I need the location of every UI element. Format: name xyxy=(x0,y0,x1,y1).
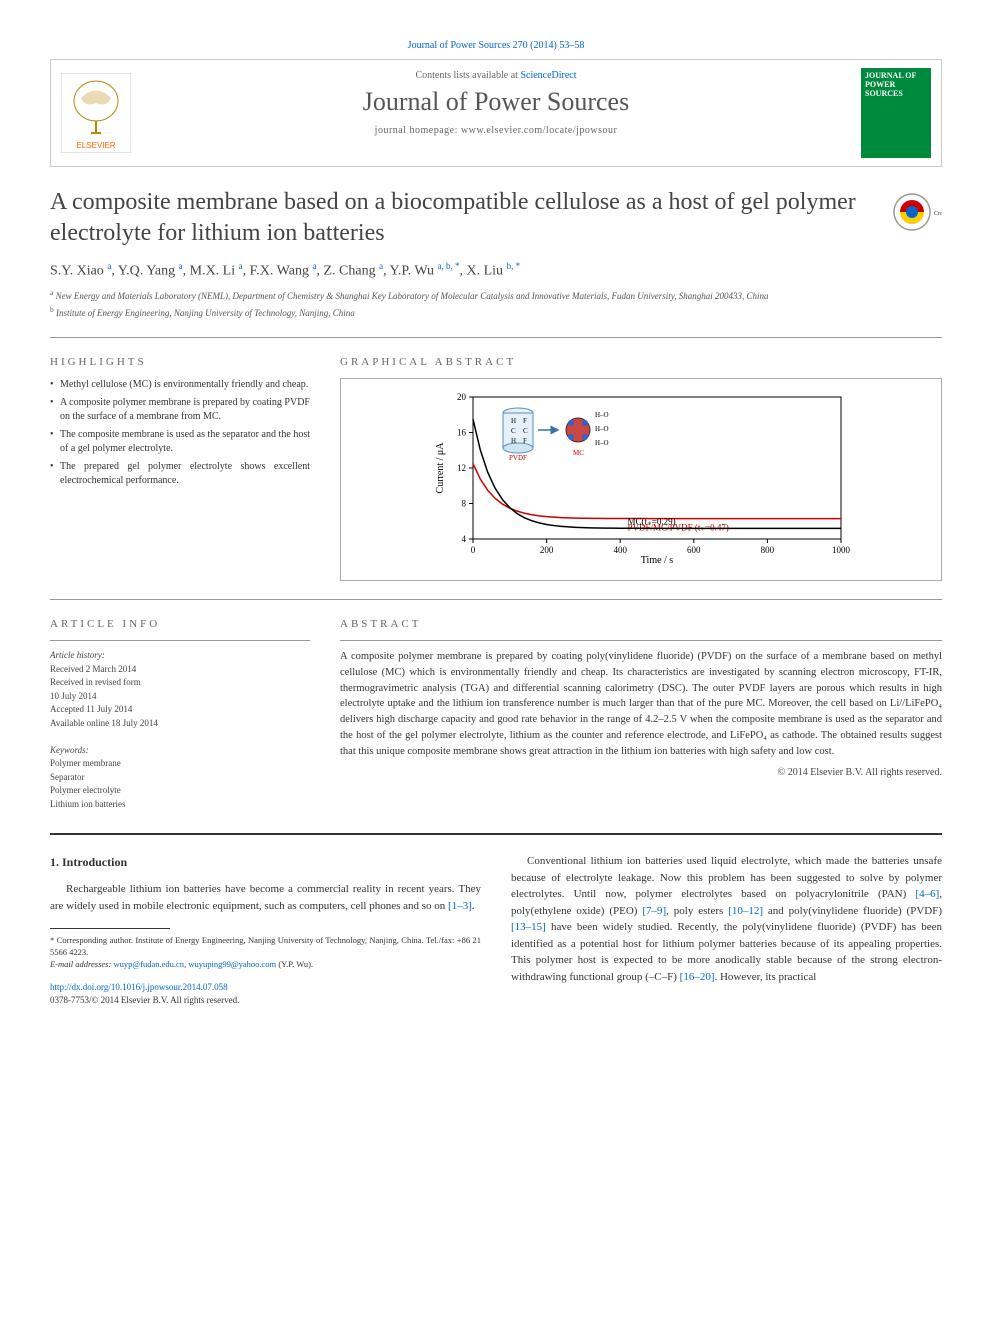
elsevier-text: ELSEVIER xyxy=(76,141,115,150)
svg-text:Current / μA: Current / μA xyxy=(435,442,446,494)
ref-link[interactable]: [4–6] xyxy=(915,888,939,900)
journal-cover-icon: JOURNAL OFPOWER SOURCES xyxy=(861,68,931,158)
svg-text:C: C xyxy=(523,427,528,435)
svg-text:800: 800 xyxy=(761,545,775,555)
highlight-item: Methyl cellulose (MC) is environmentally… xyxy=(50,378,310,392)
history-item: 10 July 2014 xyxy=(50,690,310,704)
svg-text:4: 4 xyxy=(462,534,467,544)
intro-column-left: 1. Introduction Rechargeable lithium ion… xyxy=(50,853,481,1008)
separator xyxy=(50,337,942,338)
sciencedirect-line: Contents lists available at ScienceDirec… xyxy=(141,70,851,81)
copyright-line: © 2014 Elsevier B.V. All rights reserved… xyxy=(340,767,942,778)
journal-header-center: Contents lists available at ScienceDirec… xyxy=(141,60,851,166)
history-item: Accepted 11 July 2014 xyxy=(50,703,310,717)
crossmark-icon[interactable]: CrossMark xyxy=(892,187,942,237)
svg-text:C: C xyxy=(511,427,516,435)
svg-text:H: H xyxy=(511,417,516,425)
keyword: Lithium ion batteries xyxy=(50,798,310,812)
authors-line: S.Y. Xiao a, Y.Q. Yang a, M.X. Li a, F.X… xyxy=(50,261,942,280)
abstract-text: A composite polymer membrane is prepared… xyxy=(340,649,942,759)
intro-heading: 1. Introduction xyxy=(50,853,481,871)
svg-text:H–O: H–O xyxy=(595,425,609,433)
svg-text:8: 8 xyxy=(462,499,467,509)
keyword: Polymer membrane xyxy=(50,757,310,771)
svg-text:0: 0 xyxy=(471,545,476,555)
ref-link[interactable]: [1–3] xyxy=(448,900,472,912)
highlights-heading: highlights xyxy=(50,356,310,368)
highlight-item: The prepared gel polymer electrolyte sho… xyxy=(50,460,310,488)
journal-homepage: journal homepage: www.elsevier.com/locat… xyxy=(141,125,851,136)
intro-text: Conventional lithium ion batteries used … xyxy=(511,855,942,900)
svg-text:H: H xyxy=(511,437,516,445)
svg-text:600: 600 xyxy=(687,545,701,555)
elsevier-tree-icon: ELSEVIER xyxy=(61,73,131,153)
cover-thumb-cell: JOURNAL OFPOWER SOURCES xyxy=(851,60,941,166)
citation-link[interactable]: Journal of Power Sources 270 (2014) 53–5… xyxy=(408,40,585,51)
svg-text:200: 200 xyxy=(540,545,554,555)
intro-column-right: Conventional lithium ion batteries used … xyxy=(511,853,942,1008)
svg-text:F: F xyxy=(523,437,527,445)
article-info-heading: article info xyxy=(50,618,310,630)
thick-separator xyxy=(50,833,942,835)
svg-text:CrossMark: CrossMark xyxy=(934,211,942,217)
article-title: A composite membrane based on a biocompa… xyxy=(50,187,880,249)
svg-text:20: 20 xyxy=(457,392,467,402)
email-label: E-mail addresses: xyxy=(50,959,113,969)
doi-link[interactable]: http://dx.doi.org/10.1016/j.jpowsour.201… xyxy=(50,982,228,992)
svg-text:12: 12 xyxy=(457,463,466,473)
email-link[interactable]: wuyp@fudan.edu.cn xyxy=(113,959,184,969)
highlights-list: Methyl cellulose (MC) is environmentally… xyxy=(50,378,310,488)
graphical-abstract-figure: 0 200 400 600 800 1000 4 8 12 16 20 Time / s Current… xyxy=(340,378,942,581)
doi-line: http://dx.doi.org/10.1016/j.jpowsour.201… xyxy=(50,981,481,995)
graphical-abstract-heading: graphical abstract xyxy=(340,356,942,368)
email-link[interactable]: wuyuping99@yahoo.com xyxy=(188,959,276,969)
corresponding-author-note: * Corresponding author. Institute of Ene… xyxy=(50,935,481,959)
ref-link[interactable]: [7–9] xyxy=(642,905,666,917)
article-info: Article history: Received 2 March 2014Re… xyxy=(50,649,310,811)
citation-header: Journal of Power Sources 270 (2014) 53–5… xyxy=(50,40,942,51)
history-item: Available online 18 July 2014 xyxy=(50,717,310,731)
highlight-item: The composite membrane is used as the se… xyxy=(50,428,310,456)
keyword: Separator xyxy=(50,771,310,785)
svg-text:1000: 1000 xyxy=(832,545,851,555)
elsevier-logo-cell: ELSEVIER xyxy=(51,60,141,166)
separator xyxy=(50,599,942,600)
ref-link[interactable]: [10–12] xyxy=(728,905,763,917)
sd-prefix: Contents lists available at xyxy=(415,70,520,81)
highlight-item: A composite polymer membrane is prepared… xyxy=(50,396,310,424)
history-label: Article history: xyxy=(50,649,310,663)
affiliation: a New Energy and Materials Laboratory (N… xyxy=(50,288,942,303)
ref-link[interactable]: [13–15] xyxy=(511,921,546,933)
svg-text:MC(t₊=0.29): MC(t₊=0.29) xyxy=(628,517,676,527)
svg-text:H–O: H–O xyxy=(595,439,609,447)
sciencedirect-link[interactable]: ScienceDirect xyxy=(520,70,576,81)
homepage-label: journal homepage: xyxy=(375,125,461,136)
keyword: Polymer electrolyte xyxy=(50,784,310,798)
homepage-url[interactable]: www.elsevier.com/locate/jpowsour xyxy=(461,125,617,136)
abstract-heading: abstract xyxy=(340,618,942,630)
issn-line: 0378-7753/© 2014 Elsevier B.V. All right… xyxy=(50,994,481,1008)
svg-text:16: 16 xyxy=(457,428,467,438)
svg-text:MC: MC xyxy=(573,449,584,457)
email-line: E-mail addresses: wuyp@fudan.edu.cn, wuy… xyxy=(50,959,481,971)
intro-text: Rechargeable lithium ion batteries have … xyxy=(50,883,481,912)
journal-header-box: ELSEVIER Contents lists available at Sci… xyxy=(50,59,942,167)
history-item: Received in revised form xyxy=(50,676,310,690)
svg-text:Time / s: Time / s xyxy=(641,555,674,566)
svg-text:H–O: H–O xyxy=(595,411,609,419)
footnote-separator xyxy=(50,928,170,929)
svg-text:F: F xyxy=(523,417,527,425)
ga-chart: 0 200 400 600 800 1000 4 8 12 16 20 Time / s Current… xyxy=(349,387,933,567)
svg-text:400: 400 xyxy=(613,545,627,555)
svg-text:PVDF: PVDF xyxy=(509,454,527,462)
ref-link[interactable]: [16–20] xyxy=(680,971,715,983)
keywords-label: Keywords: xyxy=(50,744,310,758)
journal-name: Journal of Power Sources xyxy=(141,87,851,117)
history-item: Received 2 March 2014 xyxy=(50,663,310,677)
affiliation: b Institute of Energy Engineering, Nanji… xyxy=(50,305,942,320)
